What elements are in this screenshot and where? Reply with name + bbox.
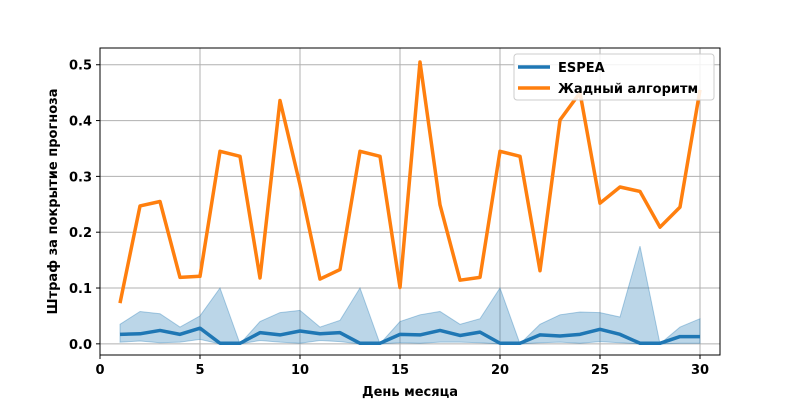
- x-axis-label: День месяца: [362, 385, 458, 400]
- x-axis-ticks: 0 5 10 15 20 25 30: [95, 355, 709, 378]
- y-tick-label: 0.1: [69, 282, 92, 297]
- y-tick-label: 0.3: [69, 170, 92, 185]
- legend-label-espea: ESPEA: [558, 61, 605, 76]
- espea-confidence-band: [119, 246, 701, 345]
- series-lines: [118, 60, 702, 346]
- x-tick-label: 30: [691, 363, 709, 378]
- legend: ESPEA Жадный алгоритм: [513, 53, 715, 101]
- y-tick-label: 0.0: [69, 338, 92, 353]
- y-tick-label: 0.5: [69, 59, 92, 74]
- x-tick-label: 15: [391, 363, 409, 378]
- series-line-espea: [119, 326, 700, 346]
- x-tick-label: 0: [95, 363, 104, 378]
- y-tick-label: 0.4: [69, 115, 92, 130]
- x-tick-label: 5: [195, 363, 204, 378]
- y-tick-label: 0.2: [69, 226, 92, 241]
- x-tick-label: 10: [291, 363, 309, 378]
- espea-band: [119, 246, 701, 345]
- x-tick-label: 25: [591, 363, 609, 378]
- legend-box: [513, 53, 715, 101]
- series-line-greedy: [118, 60, 702, 304]
- y-axis-label: Штраф за покрытие прогноза: [46, 89, 61, 315]
- y-axis-ticks: 0.0 0.1 0.2 0.3 0.4 0.5: [69, 59, 100, 353]
- x-tick-label: 20: [491, 363, 509, 378]
- plot-frame: [99, 47, 721, 356]
- legend-label-greedy: Жадный алгоритм: [558, 82, 698, 97]
